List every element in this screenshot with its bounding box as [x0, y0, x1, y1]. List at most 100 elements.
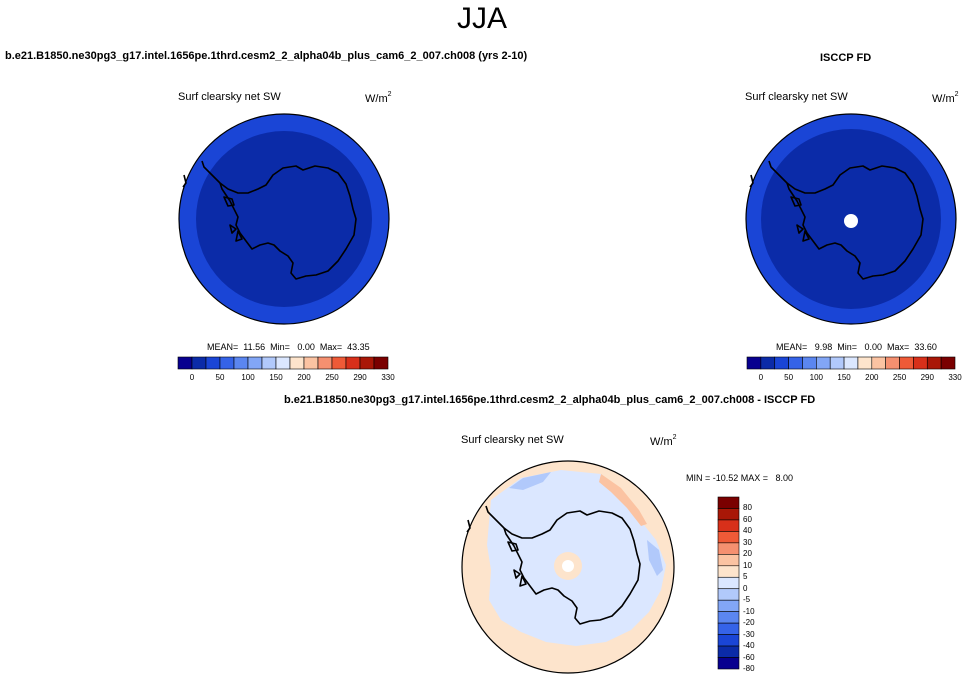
colorbar-tick-label: 0: [743, 583, 748, 593]
colorbar-swatch: [373, 356, 389, 370]
colorbar-swatch: [760, 356, 776, 370]
diff-colorbar: [717, 496, 740, 670]
colorbar-tick-label: -40: [743, 641, 755, 651]
colorbar-swatch: [717, 554, 740, 567]
colorbar-tick-label: 100: [241, 373, 255, 382]
right-colorbar-ticks: 0 50 100 150 200 250 290 330: [747, 373, 962, 385]
colorbar-swatch: [247, 356, 263, 370]
colorbar-swatch: [717, 508, 740, 521]
right-polar-map: [745, 113, 957, 325]
colorbar-tick-label: 0: [189, 373, 195, 382]
diff-stats: MIN = -10.52 MAX = 8.00: [686, 473, 794, 483]
colorbar-swatch: [829, 356, 845, 370]
colorbar-swatch: [788, 356, 803, 370]
colorbar-tick-label: 290: [920, 373, 934, 382]
colorbar-tick-label: 330: [381, 373, 395, 382]
colorbar-swatch: [345, 356, 361, 370]
colorbar-swatch: [857, 356, 873, 370]
right-units: W/m2: [932, 91, 959, 105]
right-case-title: ISCCP FD: [820, 52, 872, 64]
left-field-inner: [196, 131, 372, 307]
diff-polar-map: [461, 460, 675, 674]
colorbar-swatch: [940, 356, 956, 370]
colorbar-swatch: [774, 356, 789, 370]
colorbar-tick-label: -5: [743, 595, 751, 605]
colorbar-swatch: [233, 356, 249, 370]
diff-pole-hole: [562, 560, 574, 572]
colorbar-swatch: [219, 356, 235, 370]
colorbar-swatch: [717, 611, 740, 624]
left-colorbar: [177, 356, 389, 370]
colorbar-tick-label: -30: [743, 629, 755, 639]
right-plot-title: Surf clearsky net SW: [745, 91, 848, 103]
colorbar-tick-label: 40: [743, 526, 752, 536]
left-units: W/m2: [365, 91, 392, 105]
colorbar-swatch: [289, 356, 305, 370]
season-title: JJA: [456, 2, 507, 35]
diff-antarctica-coastline: [466, 505, 641, 625]
diff-units: W/m2: [650, 434, 677, 448]
colorbar-tick-label: -20: [743, 618, 755, 628]
right-stats: MEAN= 9.98 Min= 0.00 Max= 33.60: [776, 342, 937, 352]
left-polar-map: [178, 113, 390, 325]
colorbar-tick-label: -10: [743, 606, 755, 616]
diff-colorbar-ticks: 80 60 40 30 20 10 5 0 -5 -10 -20 -30 -40 -60 -80: [743, 497, 773, 673]
left-map-border: [178, 113, 390, 325]
diff-plot-title: Surf clearsky net SW: [461, 434, 564, 446]
colorbar-tick-label: 10: [743, 560, 752, 570]
colorbar-swatch: [717, 542, 740, 555]
diff-positive-streak: [599, 474, 647, 526]
colorbar-swatch: [802, 356, 817, 370]
colorbar-swatch: [205, 356, 221, 370]
colorbar-swatch: [913, 356, 928, 370]
colorbar-swatch: [717, 634, 740, 647]
colorbar-tick-label: 20: [743, 549, 752, 559]
colorbar-swatch: [275, 356, 291, 370]
colorbar-tick-label: 50: [784, 373, 794, 382]
colorbar-tick-label: 150: [837, 373, 851, 382]
colorbar-swatch: [899, 356, 914, 370]
colorbar-swatch: [746, 356, 762, 370]
colorbar-swatch: [717, 496, 740, 509]
colorbar-tick-label: 150: [269, 373, 283, 382]
left-colorbar-ticks: 0 50 100 150 200 250 290 330: [178, 373, 395, 385]
colorbar-swatch: [816, 356, 831, 370]
right-colorbar: [746, 356, 956, 370]
left-antarctica-coastline: [182, 160, 357, 280]
colorbar-swatch: [261, 356, 277, 370]
colorbar-swatch: [843, 356, 859, 370]
colorbar-swatch: [717, 645, 740, 658]
diff-map-border: [461, 460, 675, 674]
colorbar-tick-label: 330: [948, 373, 962, 382]
colorbar-swatch: [871, 356, 886, 370]
left-stats: MEAN= 11.56 Min= 0.00 Max= 43.35: [207, 342, 370, 352]
colorbar-tick-label: 200: [865, 373, 879, 382]
colorbar-tick-label: 250: [892, 373, 907, 382]
colorbar-swatch: [717, 657, 740, 670]
colorbar-swatch: [303, 356, 319, 370]
colorbar-swatch: [926, 356, 942, 370]
colorbar-swatch: [717, 622, 740, 635]
colorbar-swatch: [717, 599, 740, 612]
colorbar-swatch: [885, 356, 900, 370]
colorbar-tick-label: 0: [758, 373, 764, 382]
colorbar-tick-label: 100: [809, 373, 824, 382]
colorbar-swatch: [317, 356, 333, 370]
diff-case-title: b.e21.B1850.ne30pg3_g17.intel.1656pe.1th…: [284, 394, 816, 406]
colorbar-tick-label: -80: [743, 664, 755, 673]
colorbar-swatch: [717, 519, 740, 532]
colorbar-tick-label: 250: [325, 373, 339, 382]
colorbar-tick-label: 290: [353, 373, 367, 382]
colorbar-swatch: [177, 356, 193, 370]
colorbar-swatch: [191, 356, 207, 370]
colorbar-tick-label: 200: [297, 373, 311, 382]
colorbar-swatch: [359, 356, 375, 370]
diff-negative-strong-north: [509, 472, 551, 490]
left-plot-title: Surf clearsky net SW: [178, 91, 281, 103]
colorbar-swatch: [331, 356, 347, 370]
colorbar-tick-label: 80: [743, 503, 752, 513]
right-pole-hole: [844, 214, 858, 228]
colorbar-tick-label: 5: [743, 572, 748, 582]
colorbar-swatch: [717, 565, 740, 578]
colorbar-tick-label: 50: [215, 373, 225, 382]
